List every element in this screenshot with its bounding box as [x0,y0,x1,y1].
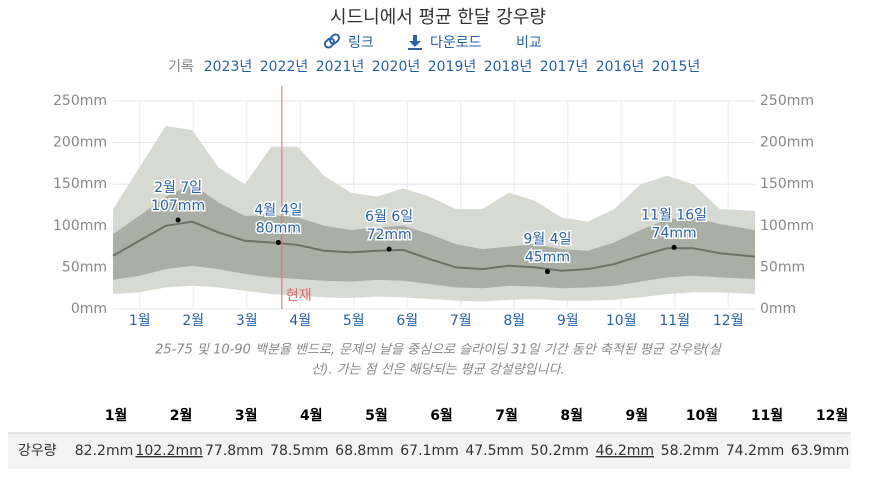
annotation-dot [671,244,677,250]
x-tick-label: 10월 [606,313,637,329]
table-header: 6월 [430,407,453,424]
table-cell: 58.2mm [661,443,719,459]
x-tick-label: 1월 [129,313,151,329]
year-link[interactable]: 2021년 [316,59,365,75]
table-header: 5월 [365,407,388,424]
x-tick-label: 6월 [396,313,418,329]
caption: 선). 가는 점 선은 해당되는 평균 강설량입니다. [311,363,564,378]
y2-tick-label: 0mm [760,301,796,317]
download[interactable]: 다운로드 [430,35,482,51]
median-line [112,220,756,272]
y-tick-label: 150mm [53,176,107,192]
link[interactable]: 링크 [348,35,374,51]
x-tick-label: 3월 [236,313,258,329]
annotation-dot [275,239,281,245]
table-header: 11월 [751,407,783,424]
table-header: 8월 [560,407,583,424]
table-header: 4월 [300,407,323,424]
table-header: 12월 [816,407,848,424]
table-cell: 74.2mm [726,443,784,459]
table-cell: 47.5mm [465,443,523,459]
caption: 25-75 및 10-90 백분율 밴드로, 문제의 날을 중심으로 슬라이딩 … [155,343,722,358]
annotation-value: 72mm [367,227,412,243]
annotation-dot [175,217,181,223]
y-tick-label: 200mm [53,135,107,151]
y2-tick-label: 250mm [760,93,814,109]
table-header: 9월 [625,407,648,424]
table-row-label: 강우량 [18,443,57,459]
x-tick-label: 11월 [659,313,690,329]
annotation-dot [386,246,392,252]
year-link[interactable]: 2022년 [260,59,309,75]
year-link[interactable]: 2016년 [596,59,645,75]
history-label: 기록 [168,59,194,75]
x-tick-label: 8월 [503,313,525,329]
annotation-date: 11월 16일 [641,207,707,223]
table-cell: 63.9mm [791,443,849,459]
year-link[interactable]: 2017년 [540,59,589,75]
annotation-dot [544,269,550,275]
annotation-value: 80mm [256,220,301,236]
table-cell: 50.2mm [530,443,588,459]
table-cell: 68.8mm [335,443,393,459]
table-cell: 77.8mm [205,443,263,459]
y-tick-label: 0mm [71,301,107,317]
y2-tick-label: 50mm [760,259,805,275]
year-link[interactable]: 2019년 [428,59,477,75]
x-tick-label: 2월 [182,313,204,329]
table-row-bg [8,433,851,469]
year-link[interactable]: 2018년 [484,59,533,75]
annotation-date: 6월 6일 [365,209,413,225]
annotation-date: 2월 7일 [154,180,202,196]
x-tick-label: 9월 [557,313,579,329]
annotation-value: 45mm [525,250,570,266]
x-tick-label: 7월 [450,313,472,329]
x-tick-label: 12월 [713,313,744,329]
y-tick-label: 50mm [62,259,107,275]
annotation-value: 74mm [652,225,697,241]
year-link[interactable]: 2020년 [372,59,421,75]
table-header: 10월 [686,407,718,424]
x-tick-label: 4월 [289,313,311,329]
today-label: 현재 [286,288,312,304]
annotation-value: 107mm [151,198,205,214]
y2-tick-label: 150mm [760,176,814,192]
title: 시드니에서 평균 한달 강우량 [330,7,546,28]
table-cell: 82.2mm [75,443,133,459]
table-cell: 78.5mm [270,443,328,459]
table-cell: 102.2mm [135,443,202,459]
annotation-date: 9월 4일 [523,232,571,248]
table-cell: 46.2mm [596,443,654,459]
link-icon [323,33,341,49]
year-link[interactable]: 2023년 [204,59,253,75]
annotation-date: 4월 4일 [254,202,302,218]
table-cell: 67.1mm [400,443,458,459]
y2-tick-label: 100mm [760,218,814,234]
table-header: 7월 [495,407,518,424]
x-tick-label: 5월 [343,313,365,329]
percentile-band [113,184,755,289]
table-header: 2월 [170,407,193,424]
download-icon [408,35,422,50]
compare[interactable]: 비교 [516,35,542,51]
y2-tick-label: 200mm [760,135,814,151]
table-header: 3월 [235,407,258,424]
y-tick-label: 250mm [53,93,107,109]
y-tick-label: 100mm [53,218,107,234]
year-link[interactable]: 2015년 [652,59,701,75]
table-header: 1월 [105,407,128,424]
